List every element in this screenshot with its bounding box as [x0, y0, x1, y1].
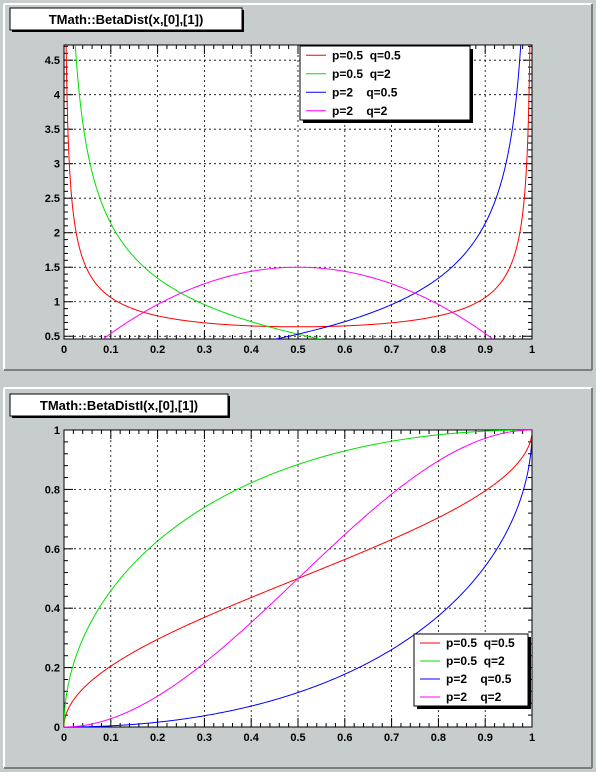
y-tick-label: 3.5: [45, 124, 60, 136]
chart-panel-1: 0 0.1 0.2 0.3 0.4 0.5 0.6 0.7 0.8 0.9 1 0.5 1 1.5 2 2.5…: [3, 3, 593, 371]
y-tick-label: 1.5: [45, 262, 60, 274]
chart-title: TMath::BetaDistI(x,[0],[1]): [40, 398, 198, 413]
y-tick-label: 0.5: [45, 331, 60, 343]
x-tick-label: 0.1: [103, 344, 118, 356]
series-line-4: [102, 266, 494, 339]
y-tick-label: 2: [54, 228, 60, 240]
x-tick-label: 0.2: [150, 344, 165, 356]
series-line-3: [64, 435, 532, 727]
series-group: [64, 430, 532, 727]
y-tick-label: 1: [54, 425, 60, 437]
series-line-4: [64, 430, 532, 727]
x-tick-label: 0.5: [290, 732, 305, 744]
x-tick-label: 0.3: [197, 344, 212, 356]
legend-box: [299, 45, 471, 121]
x-tick-label: 0.6: [337, 344, 352, 356]
legend-entry-3: p=2 q=0.5: [332, 85, 398, 99]
title-box: [9, 7, 243, 31]
x-tick-label: 0.8: [431, 732, 446, 744]
chart-title: TMath::BetaDist(x,[0],[1]): [49, 12, 204, 27]
legend-entry-1: p=0.5 q=0.5: [446, 636, 515, 650]
series-line-2: [64, 430, 532, 726]
legend-entry-3: p=2 q=0.5: [446, 672, 512, 686]
legend-entry-2: p=0.5 q=2: [446, 654, 505, 668]
y-tick-label: 4.5: [45, 55, 60, 67]
x-tick-label: 1: [529, 344, 535, 356]
y-tick-label: 4: [54, 90, 61, 102]
legend-entry-2: p=0.5 q=2: [332, 67, 391, 81]
x-tick-label: 0: [61, 732, 67, 744]
y-tick-label: 0.6: [45, 544, 60, 556]
x-tick-label: 0.7: [384, 344, 399, 356]
x-tick-label: 0.2: [150, 732, 165, 744]
x-tick-label: 0.7: [384, 732, 399, 744]
x-tick-label: 0.4: [244, 732, 260, 744]
x-tick-label: 0.9: [478, 344, 493, 356]
series-line-1: [65, 45, 531, 328]
y-tick-label: 0.4: [45, 603, 61, 615]
y-tick-label: 0: [54, 722, 60, 734]
legend-box: [413, 633, 529, 707]
series-line-3: [273, 45, 522, 339]
legend-entry-1: p=0.5 q=0.5: [332, 48, 401, 62]
x-tick-label: 0.6: [337, 732, 352, 744]
y-tick-label: 1: [54, 297, 60, 309]
x-tick-label: 0.8: [431, 344, 446, 356]
y-tick-label: 0.8: [45, 484, 60, 496]
legend-entry-4: p=2 q=2: [332, 104, 388, 118]
x-tick-label: 0.4: [244, 344, 260, 356]
x-tick-label: 0: [61, 344, 67, 356]
chart-panel-2: 0 0.1 0.2 0.3 0.4 0.5 0.6 0.7 0.8 0.9 1 0 0.2 0.4 0.6 0…: [3, 387, 593, 769]
series-group: [65, 45, 531, 339]
x-tick-label: 0.1: [103, 732, 118, 744]
y-tick-label: 2.5: [45, 193, 60, 205]
legend-entry-4: p=2 q=2: [446, 690, 502, 704]
x-tick-label: 0.3: [197, 732, 212, 744]
x-tick-label: 0.9: [478, 732, 493, 744]
x-tick-label: 0.5: [290, 344, 305, 356]
y-tick-label: 0.2: [45, 663, 60, 675]
y-tick-label: 3: [54, 159, 60, 171]
title-box: [9, 393, 229, 417]
x-tick-label: 1: [529, 732, 535, 744]
